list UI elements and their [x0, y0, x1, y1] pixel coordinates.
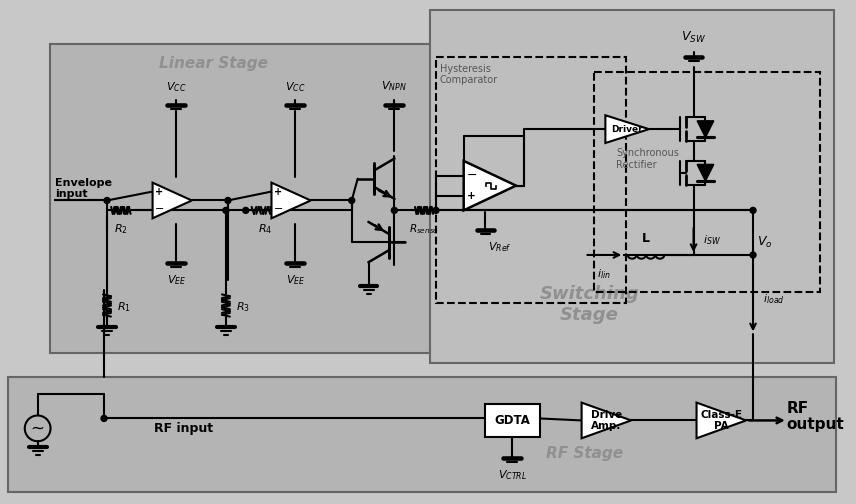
Text: $V_{SW}$: $V_{SW}$ — [681, 30, 706, 45]
Text: −: − — [467, 169, 477, 182]
Text: $R_{sense}$: $R_{sense}$ — [409, 222, 439, 236]
Text: Linear Stage: Linear Stage — [158, 56, 268, 71]
Text: $V_o$: $V_o$ — [757, 235, 772, 250]
Circle shape — [348, 198, 354, 204]
Circle shape — [391, 208, 397, 213]
Polygon shape — [697, 164, 714, 181]
Circle shape — [243, 208, 249, 213]
Circle shape — [433, 208, 439, 213]
Text: $R_2$: $R_2$ — [114, 222, 128, 236]
Polygon shape — [271, 182, 311, 218]
Polygon shape — [464, 161, 516, 210]
Text: output: output — [787, 417, 845, 432]
Text: −: − — [155, 205, 164, 214]
Bar — [436, 57, 627, 302]
Text: Drive
Amp.: Drive Amp. — [591, 410, 622, 431]
Circle shape — [104, 198, 110, 204]
Polygon shape — [605, 115, 649, 143]
Text: $V_{CTRL}$: $V_{CTRL}$ — [497, 468, 526, 482]
Circle shape — [101, 415, 107, 421]
Circle shape — [223, 208, 229, 213]
Text: Class-E
PA: Class-E PA — [700, 410, 742, 431]
Text: Envelope
input: Envelope input — [56, 178, 112, 200]
Text: $R_1$: $R_1$ — [117, 300, 131, 314]
Text: +: + — [467, 191, 476, 201]
Text: RF input: RF input — [154, 422, 213, 435]
Text: $V_{Ref}$: $V_{Ref}$ — [488, 240, 511, 254]
Polygon shape — [581, 403, 631, 438]
Bar — [50, 44, 434, 353]
Text: Synchronous
Rectifier: Synchronous Rectifier — [616, 148, 679, 170]
Text: RF: RF — [787, 401, 809, 416]
Text: −: − — [274, 205, 283, 214]
Text: +: + — [156, 186, 163, 197]
Polygon shape — [697, 403, 746, 438]
Circle shape — [225, 198, 231, 204]
Bar — [430, 10, 835, 363]
Text: $V_{CC}$: $V_{CC}$ — [285, 81, 306, 94]
Text: $i_{SW}$: $i_{SW}$ — [704, 233, 722, 247]
Text: ~: ~ — [31, 419, 45, 437]
Circle shape — [750, 252, 756, 258]
Bar — [485, 404, 540, 437]
Text: Hysteresis
Comparator: Hysteresis Comparator — [440, 64, 498, 85]
Text: Switching
Stage: Switching Stage — [539, 285, 639, 324]
Circle shape — [750, 208, 756, 213]
Text: $i_{lin}$: $i_{lin}$ — [597, 267, 611, 281]
Text: $R_4$: $R_4$ — [259, 222, 273, 236]
Text: GDTA: GDTA — [494, 414, 530, 427]
Text: $V_{EE}$: $V_{EE}$ — [167, 273, 186, 287]
Bar — [8, 377, 836, 492]
Text: Driver: Driver — [611, 124, 643, 134]
Bar — [0, 3, 50, 501]
Text: RF Stage: RF Stage — [546, 446, 623, 461]
Text: +: + — [275, 186, 282, 197]
Polygon shape — [152, 182, 192, 218]
Text: $i_{load}$: $i_{load}$ — [763, 293, 785, 306]
Text: $V_{CC}$: $V_{CC}$ — [166, 81, 187, 94]
Text: $R_3$: $R_3$ — [235, 300, 250, 314]
Text: $V_{EE}$: $V_{EE}$ — [286, 273, 305, 287]
Text: $V_{NPN}$: $V_{NPN}$ — [382, 80, 407, 93]
Polygon shape — [697, 121, 714, 138]
Bar — [594, 72, 820, 292]
Text: L: L — [642, 232, 650, 245]
